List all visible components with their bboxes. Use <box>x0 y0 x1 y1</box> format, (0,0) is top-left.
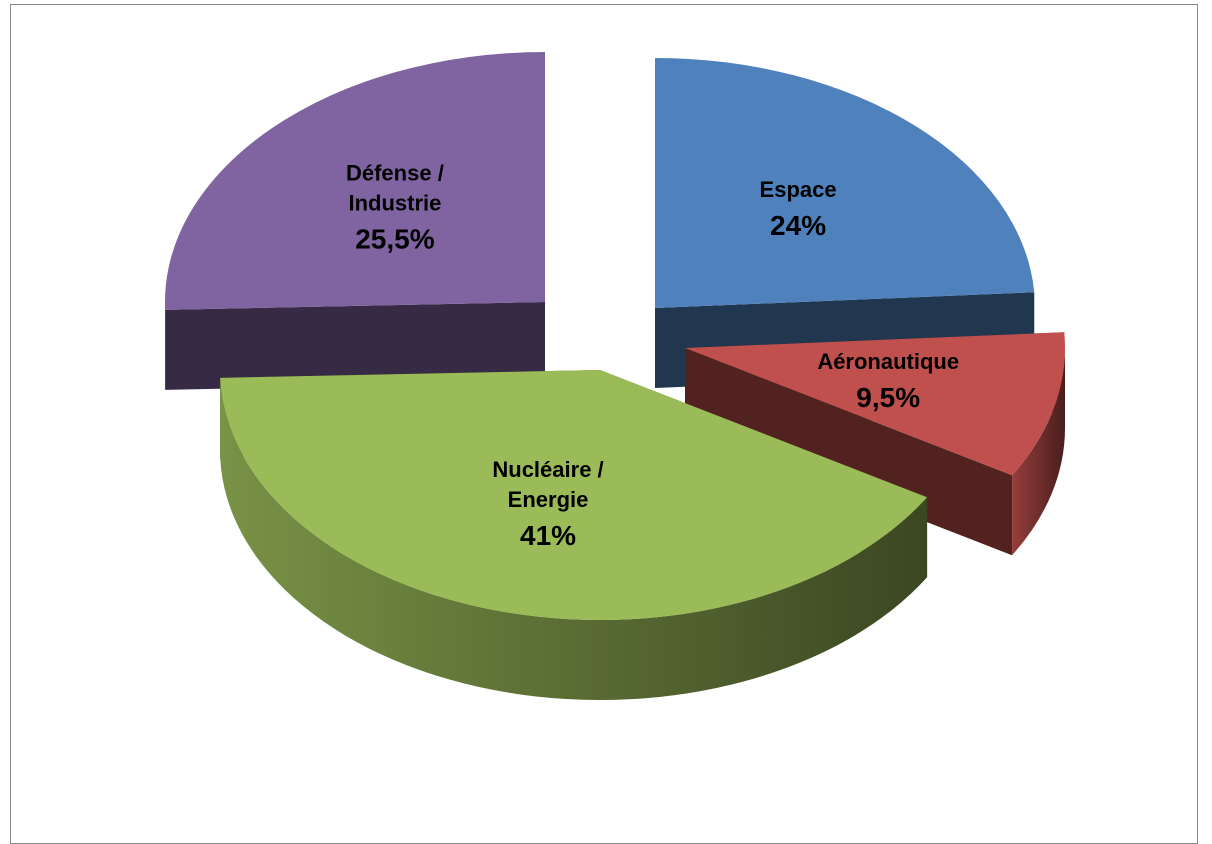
slice-label-name: Espace <box>760 177 837 202</box>
slice-label-value: 41% <box>520 520 576 551</box>
slice-label-name: Défense / <box>346 160 444 185</box>
slice-label-name: Industrie <box>348 190 441 215</box>
slice-label-value: 24% <box>770 210 826 241</box>
pie-slice <box>655 58 1034 308</box>
pie-chart: Espace 24% Aéronautique 9,5% Nucléaire / Ener… <box>0 0 1212 813</box>
slice-label-name: Aéronautique <box>817 349 959 374</box>
slice-label-name: Nucléaire / <box>492 457 603 482</box>
slice-label-value: 9,5% <box>856 382 920 413</box>
slice-label-name: Energie <box>508 487 589 512</box>
slice-label-value: 25,5% <box>355 223 434 254</box>
